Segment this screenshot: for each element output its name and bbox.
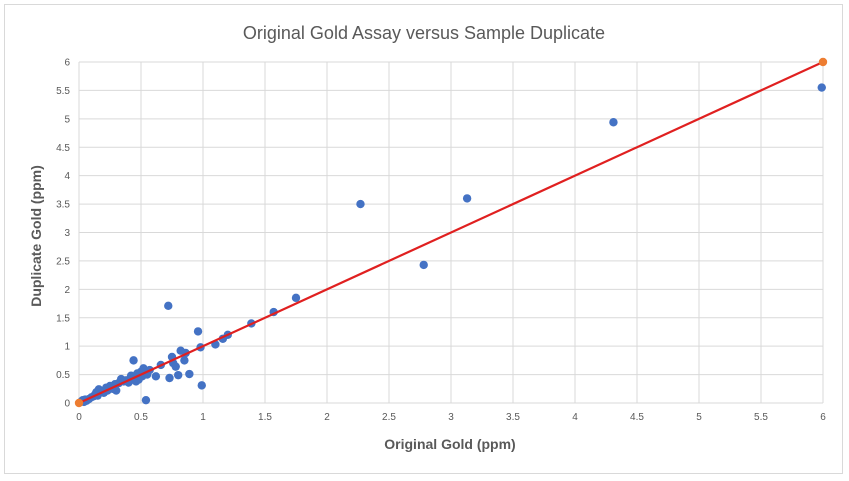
x-tick-label: 3	[448, 412, 454, 423]
y-tick-label: 4.5	[56, 143, 70, 154]
one-to-one-line	[78, 61, 824, 404]
y-axis-title: Duplicate Gold (ppm)	[28, 165, 44, 307]
x-tick-label: 5.5	[754, 412, 768, 423]
data-point	[141, 395, 151, 405]
y-tick-label: 1	[64, 342, 70, 353]
x-tick-label: 6	[820, 412, 826, 423]
y-tick-label: 3.5	[56, 200, 70, 211]
data-point	[129, 356, 138, 365]
x-tick-label: 1	[200, 412, 206, 423]
x-tick-label: 0.5	[134, 412, 148, 423]
x-tick-label: 5	[696, 412, 702, 423]
x-axis-title: Original Gold (ppm)	[384, 436, 515, 452]
y-tick-label: 1.5	[56, 313, 70, 324]
data-point	[112, 386, 121, 395]
data-point	[180, 356, 189, 365]
x-tick-label: 1.5	[258, 412, 272, 423]
data-point	[462, 194, 472, 203]
data-point	[174, 370, 183, 380]
y-tick-label: 0.5	[56, 370, 70, 381]
data-point	[164, 301, 173, 311]
data-point	[171, 362, 180, 371]
data-point	[165, 373, 174, 383]
data-point	[609, 118, 618, 127]
grid-lines	[78, 61, 824, 404]
data-point	[356, 199, 365, 209]
x-tick-label: 2	[324, 412, 330, 423]
chart-frame: 0 0.5 1 1.5 2 2.5 3 3.5 4 4.5 5 5.5 6 0 0.5 1 1.5 2 2.5 3 3.…	[4, 4, 843, 474]
line-endpoint-marker	[74, 398, 84, 408]
y-tick-label: 2	[64, 285, 70, 296]
scatter-chart: 0 0.5 1 1.5 2 2.5 3 3.5 4 4.5 5 5.5 6 0 0.5 1 1.5 2 2.5 3 3.…	[28, 23, 828, 452]
chart-title: Original Gold Assay versus Sample Duplic…	[243, 23, 605, 43]
tick-labels: 0 0.5 1 1.5 2 2.5 3 3.5 4 4.5 5 5.5 6 0 0.5 1 1.5 2 2.5 3 3.…	[56, 58, 826, 424]
y-tick-label: 4	[64, 171, 70, 182]
data-point	[185, 369, 194, 379]
y-tick-label: 6	[64, 58, 70, 69]
x-tick-label: 2.5	[382, 412, 396, 423]
y-tick-label: 5.5	[56, 86, 70, 97]
y-tick-label: 5	[64, 114, 70, 125]
data-point	[291, 293, 301, 303]
data-point	[151, 372, 161, 381]
line-endpoint-marker	[818, 57, 828, 67]
y-tick-label: 2.5	[56, 256, 70, 267]
y-tick-label: 3	[64, 228, 70, 239]
x-tick-label: 4.5	[630, 412, 644, 423]
x-tick-label: 4	[572, 412, 578, 423]
plot-area	[74, 57, 828, 408]
data-point	[197, 381, 206, 390]
x-tick-label: 3.5	[506, 412, 520, 423]
data-point	[193, 327, 203, 336]
x-tick-label: 0	[76, 412, 82, 423]
data-point	[419, 260, 428, 270]
y-tick-label: 0	[64, 399, 70, 410]
data-point	[817, 83, 826, 92]
